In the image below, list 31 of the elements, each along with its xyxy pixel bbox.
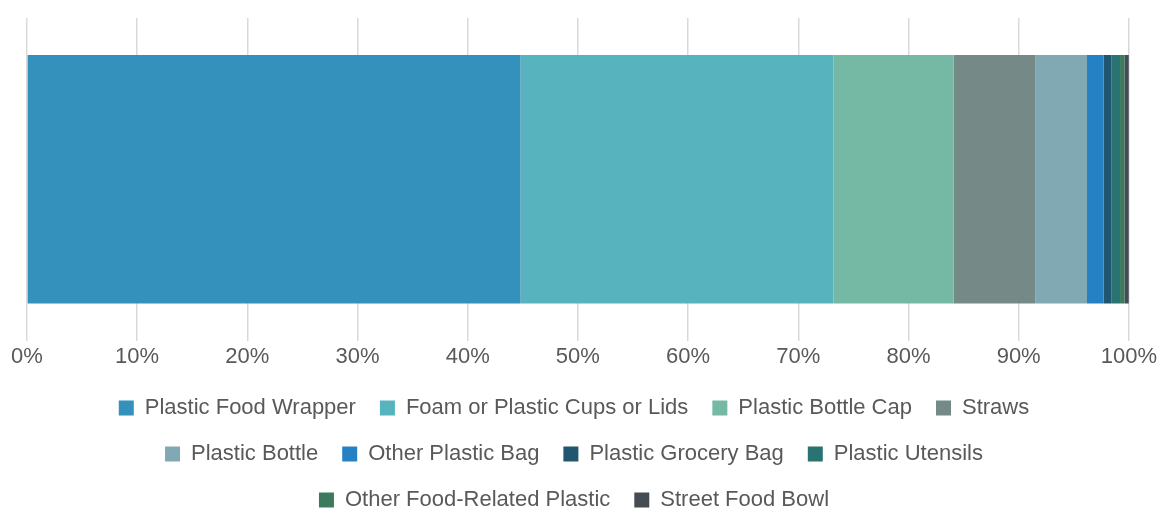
x-tick-label: 20% bbox=[225, 342, 270, 368]
bar bbox=[1086, 55, 1104, 304]
legend-label: Plastic Grocery Bag bbox=[589, 440, 784, 466]
legend-label: Plastic Bottle Cap bbox=[738, 394, 912, 420]
x-tick-label: 60% bbox=[666, 342, 711, 368]
legend-label: Plastic Food Wrapper bbox=[144, 394, 356, 420]
bar bbox=[1035, 55, 1087, 304]
bar bbox=[520, 55, 834, 304]
legend-label: Straws bbox=[961, 394, 1030, 420]
bar bbox=[1111, 55, 1121, 304]
legend-label: Plastic Utensils bbox=[833, 440, 983, 466]
x-tick-label: 80% bbox=[886, 342, 931, 368]
legend-label: Street Food Bowl bbox=[660, 486, 830, 512]
bar bbox=[1103, 55, 1112, 304]
bar bbox=[27, 55, 521, 304]
bar bbox=[1124, 55, 1129, 304]
legend-label: Other Food-Related Plastic bbox=[344, 486, 611, 512]
legend-label: Plastic Bottle bbox=[191, 440, 319, 466]
bar bbox=[953, 55, 1036, 304]
x-tick-label: 90% bbox=[996, 342, 1041, 368]
x-tick-label: 30% bbox=[335, 342, 380, 368]
x-tick-label: 70% bbox=[776, 342, 821, 368]
x-tick-label: 0% bbox=[11, 342, 43, 368]
bar bbox=[1120, 55, 1125, 304]
x-tick-label: 100% bbox=[1100, 342, 1158, 368]
x-tick-label: 40% bbox=[445, 342, 490, 368]
legend-label: Other Plastic Bag bbox=[368, 440, 540, 466]
x-tick-label: 50% bbox=[555, 342, 600, 368]
bar bbox=[833, 55, 954, 304]
legend-label: Foam or Plastic Cups or Lids bbox=[405, 394, 689, 420]
x-tick-label: 10% bbox=[115, 342, 160, 368]
